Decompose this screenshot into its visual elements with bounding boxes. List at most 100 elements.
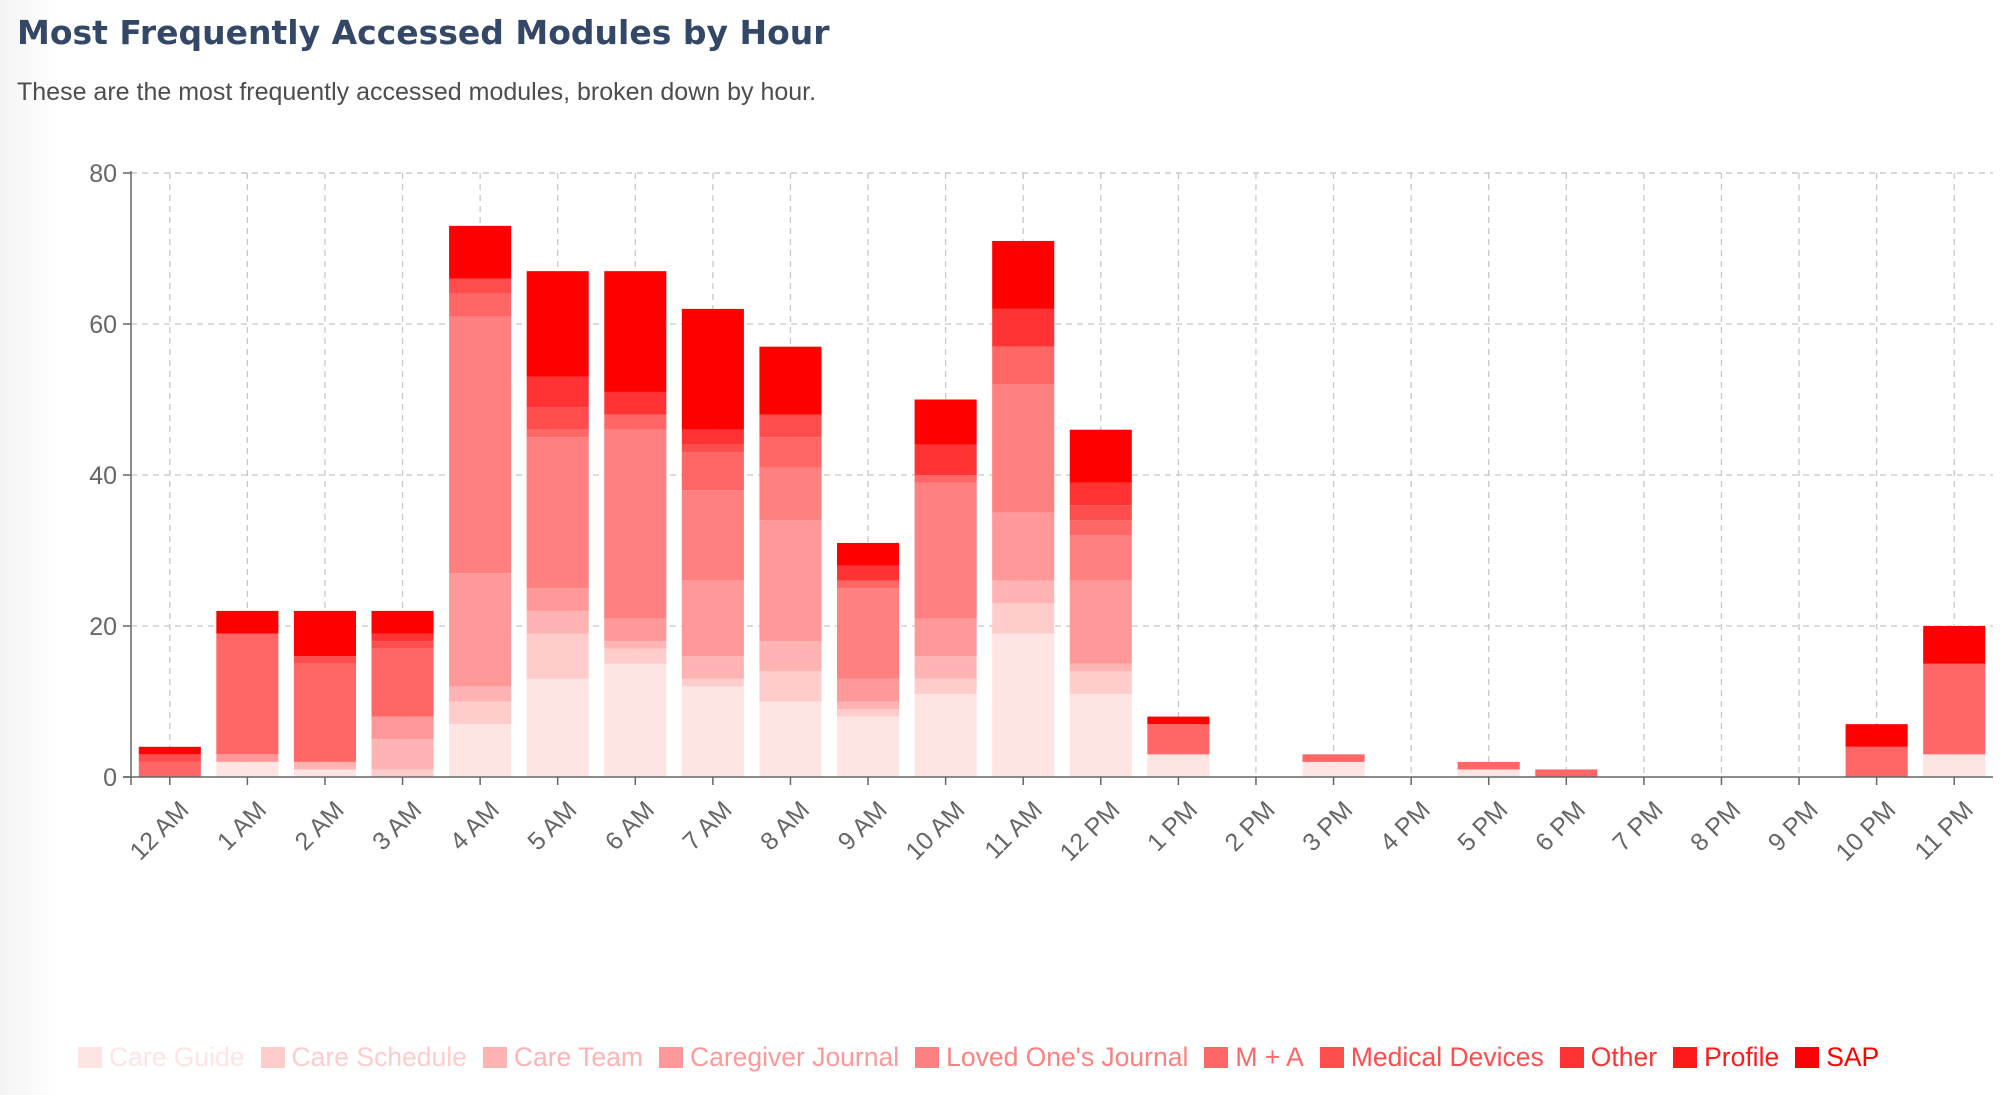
legend-item[interactable]: Care Team (482, 1041, 643, 1073)
legend-item[interactable]: Other (1559, 1041, 1658, 1073)
bar-segment: Medical Devices: 1 (371, 641, 434, 649)
bar-segment: Care Team: 1 (293, 761, 356, 770)
x-tick-label: 11 AM (979, 796, 1048, 865)
bar-segment: Care Team: 1 (604, 641, 667, 649)
bar-segment: Caregiver Journal: 3 (837, 678, 900, 702)
bar-segment: M + A: 5 (681, 452, 744, 491)
bar-segment: Care Guide: 8 (837, 716, 900, 777)
legend-label: Other (1590, 1041, 1658, 1072)
bar-segment: M + A: 13 (293, 663, 356, 762)
legend-label: Care Team (513, 1041, 643, 1072)
bar-segment: Medical Devices: 2 (1069, 505, 1132, 521)
bar-segment: SAP: 6 (914, 399, 977, 445)
y-tick-label: 0 (103, 764, 117, 792)
bar-segment: SAP: 3 (1845, 724, 1908, 747)
bar-segment: Other: 1 (371, 633, 434, 642)
legend-label: M + A (1235, 1041, 1304, 1072)
legend-label: Care Schedule (291, 1041, 467, 1072)
bar-segment: M + A: 16 (216, 633, 279, 755)
bar-segment: Caregiver Journal: 3 (526, 588, 589, 611)
x-tick-label: 1 AM (212, 796, 272, 856)
legend-label: Profile (1704, 1041, 1780, 1072)
bar-segment: M + A: 2 (138, 761, 201, 777)
legend-label: Loved One's Journal (946, 1041, 1189, 1072)
bar-segment: Other: 4 (526, 376, 589, 408)
bar-segment: Loved One's Journal: 17 (992, 384, 1055, 513)
bar-segment: Caregiver Journal: 16 (759, 520, 822, 642)
bar-segment: M + A: 2 (604, 414, 667, 430)
bar-segment: SAP: 1 (1147, 716, 1210, 725)
legend-label: Medical Devices (1350, 1041, 1544, 1072)
bar-segment: Care Guide: 2 (1302, 761, 1365, 777)
bar-segment: M + A: 1 (526, 429, 589, 438)
bar-segment: SAP: 16 (681, 308, 744, 430)
bar-segment: Other: 3 (1069, 482, 1132, 506)
bar-segment: SAP: 6 (293, 610, 356, 657)
legend-swatch (78, 1046, 102, 1068)
bar-segment: Loved One's Journal: 12 (681, 490, 744, 581)
bar-segment: Other: 5 (992, 308, 1055, 347)
bar-segment: M + A: 4 (1845, 746, 1908, 777)
bar-segment: Care Schedule: 1 (681, 678, 744, 687)
legend-item[interactable]: SAP (1795, 1042, 1879, 1073)
x-tick-label: 11 PM (1909, 796, 1979, 866)
bar-segment: Loved One's Journal: 18 (914, 482, 977, 619)
bar-segment: M + A: 12 (1923, 663, 1986, 755)
legend-swatch (915, 1046, 940, 1068)
legend-swatch (260, 1046, 285, 1068)
bar-segment: Care Team: 4 (371, 739, 434, 770)
bar-segment: Care Schedule: 4 (759, 671, 822, 702)
bar-segment: M + A: 3 (449, 293, 512, 317)
bar-segment: Care Guide: 11 (914, 693, 977, 777)
bar-segment: M + A: 4 (759, 437, 822, 468)
bar-segment: SAP: 14 (526, 271, 589, 377)
x-tick-label: 8 AM (755, 796, 815, 856)
bar-segment: Loved One's Journal: 6 (1069, 535, 1132, 581)
bar-segment: Medical Devices: 3 (759, 414, 822, 438)
bar-segment: Care Guide: 10 (759, 701, 822, 777)
bar-segment: Care Guide: 15 (604, 663, 667, 777)
legend-swatch (1795, 1046, 1820, 1068)
legend-item[interactable]: Care Guide (78, 1042, 245, 1073)
bar-segment: Care Guide: 19 (992, 633, 1055, 777)
legend-item[interactable]: Loved One's Journal (915, 1042, 1188, 1073)
legend-label: SAP (1826, 1041, 1880, 1072)
legend-item[interactable]: Profile (1673, 1042, 1779, 1073)
legend-item[interactable]: Caregiver Journal (658, 1042, 899, 1073)
chart-subtitle: These are the most frequently accessed m… (17, 78, 817, 106)
y-tick-label: 40 (89, 462, 117, 490)
y-tick-label: 60 (89, 311, 117, 339)
bar-segment: Care Team: 1 (837, 701, 900, 710)
bar-segment: Care Guide: 11 (1069, 693, 1132, 777)
bar-segment: Medical Devices: 3 (526, 407, 589, 430)
x-tick-label: 2 AM (290, 796, 350, 856)
bar-segment: M + A: 1 (1457, 761, 1520, 770)
bar-segment: Other: 4 (914, 444, 977, 475)
bar-segment: Care Schedule: 6 (526, 633, 589, 679)
bar-segment: Caregiver Journal: 11 (1069, 580, 1132, 664)
x-tick-label: 3 PM (1297, 796, 1358, 857)
bar-segment: Care Guide: 2 (216, 761, 279, 777)
bar-segment: Care Guide: 12 (681, 686, 744, 777)
bar-segment: Care Team: 4 (759, 641, 822, 672)
bar-segment: SAP: 7 (449, 225, 512, 279)
x-tick-label: 3 AM (367, 796, 427, 856)
legend-item[interactable]: Care Schedule (260, 1041, 467, 1073)
bar-segment: Care Schedule: 2 (604, 648, 667, 664)
bar-segment: Care Team: 3 (992, 580, 1055, 604)
bar-segment: Care Schedule: 4 (992, 603, 1055, 634)
bar-segment: Other: 2 (681, 429, 744, 445)
bar-segment: Care Schedule: 3 (449, 701, 512, 725)
bar-segment: SAP: 16 (604, 271, 667, 392)
x-tick-label: 6 PM (1530, 796, 1591, 857)
x-tick-label: 4 PM (1375, 796, 1436, 857)
legend-item[interactable]: M + A (1204, 1042, 1304, 1073)
bar-segment: M + A: 1 (914, 475, 977, 483)
legend-item[interactable]: Medical Devices (1319, 1041, 1544, 1073)
bar-segment: M + A: 5 (992, 346, 1055, 385)
bar-segment: Loved One's Journal: 20 (526, 437, 589, 589)
x-tick-label: 9 AM (833, 796, 893, 856)
bar-segment: Medical Devices: 1 (138, 754, 201, 762)
legend-swatch (658, 1046, 683, 1068)
